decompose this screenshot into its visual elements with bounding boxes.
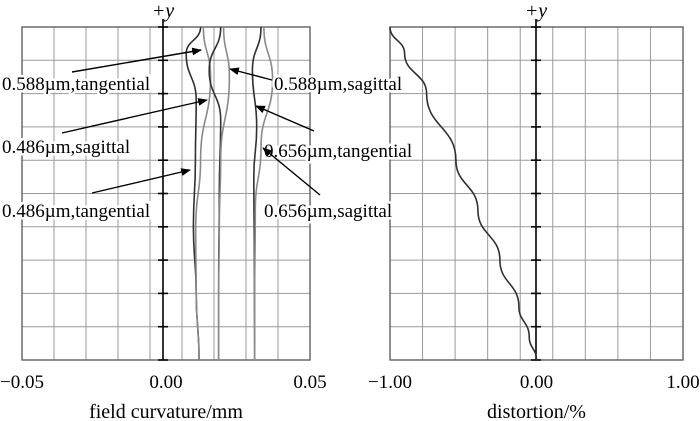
y-axis-label: +y bbox=[152, 0, 174, 22]
x-tick-label: 0.00 bbox=[520, 372, 553, 393]
x-axis-label: distortion/% bbox=[487, 401, 586, 421]
annotation-layer: 0.588µm,tangential 0.588µm,sagittal 0.486µ… bbox=[0, 47, 415, 225]
annotation-arrow bbox=[91, 168, 191, 194]
annotation-label: 0.588µm,sagittal bbox=[274, 74, 402, 95]
annotation-label: 0.486µm,tangential bbox=[2, 201, 150, 222]
annotation-arrow bbox=[262, 147, 321, 196]
annotation-arrow bbox=[61, 98, 208, 134]
x-tick-label: 1.00 bbox=[666, 372, 699, 393]
field-curvature-panel: −0.05 0.00 0.05 field curvature/mm +y bbox=[0, 0, 327, 421]
distortion-panel: −1.00 0.00 1.00 distortion/% +y bbox=[368, 0, 700, 421]
x-tick-label: −1.00 bbox=[368, 372, 412, 393]
annotation-arrow bbox=[255, 105, 315, 132]
annotation-label: 0.656µm,tangential bbox=[264, 141, 412, 162]
series-curve-1 bbox=[194, 26, 212, 361]
x-tick-label: 0.05 bbox=[293, 372, 326, 393]
series-curve-3 bbox=[217, 26, 231, 360]
annotation-arrow bbox=[229, 67, 273, 81]
series-curve-5 bbox=[253, 26, 274, 360]
annotation-label: 0.486µm,sagittal bbox=[2, 137, 130, 158]
annotation-arrow bbox=[71, 47, 202, 73]
x-tick-label: 0.00 bbox=[149, 372, 182, 393]
x-tick-label: −0.05 bbox=[0, 372, 44, 393]
annotation-label: 0.656µm,sagittal bbox=[264, 201, 392, 222]
x-axis-label: field curvature/mm bbox=[89, 401, 243, 421]
annotation-label: 0.588µm,tangential bbox=[2, 74, 150, 95]
y-axis-label: +y bbox=[525, 0, 547, 22]
series-curve-0 bbox=[389, 26, 538, 361]
